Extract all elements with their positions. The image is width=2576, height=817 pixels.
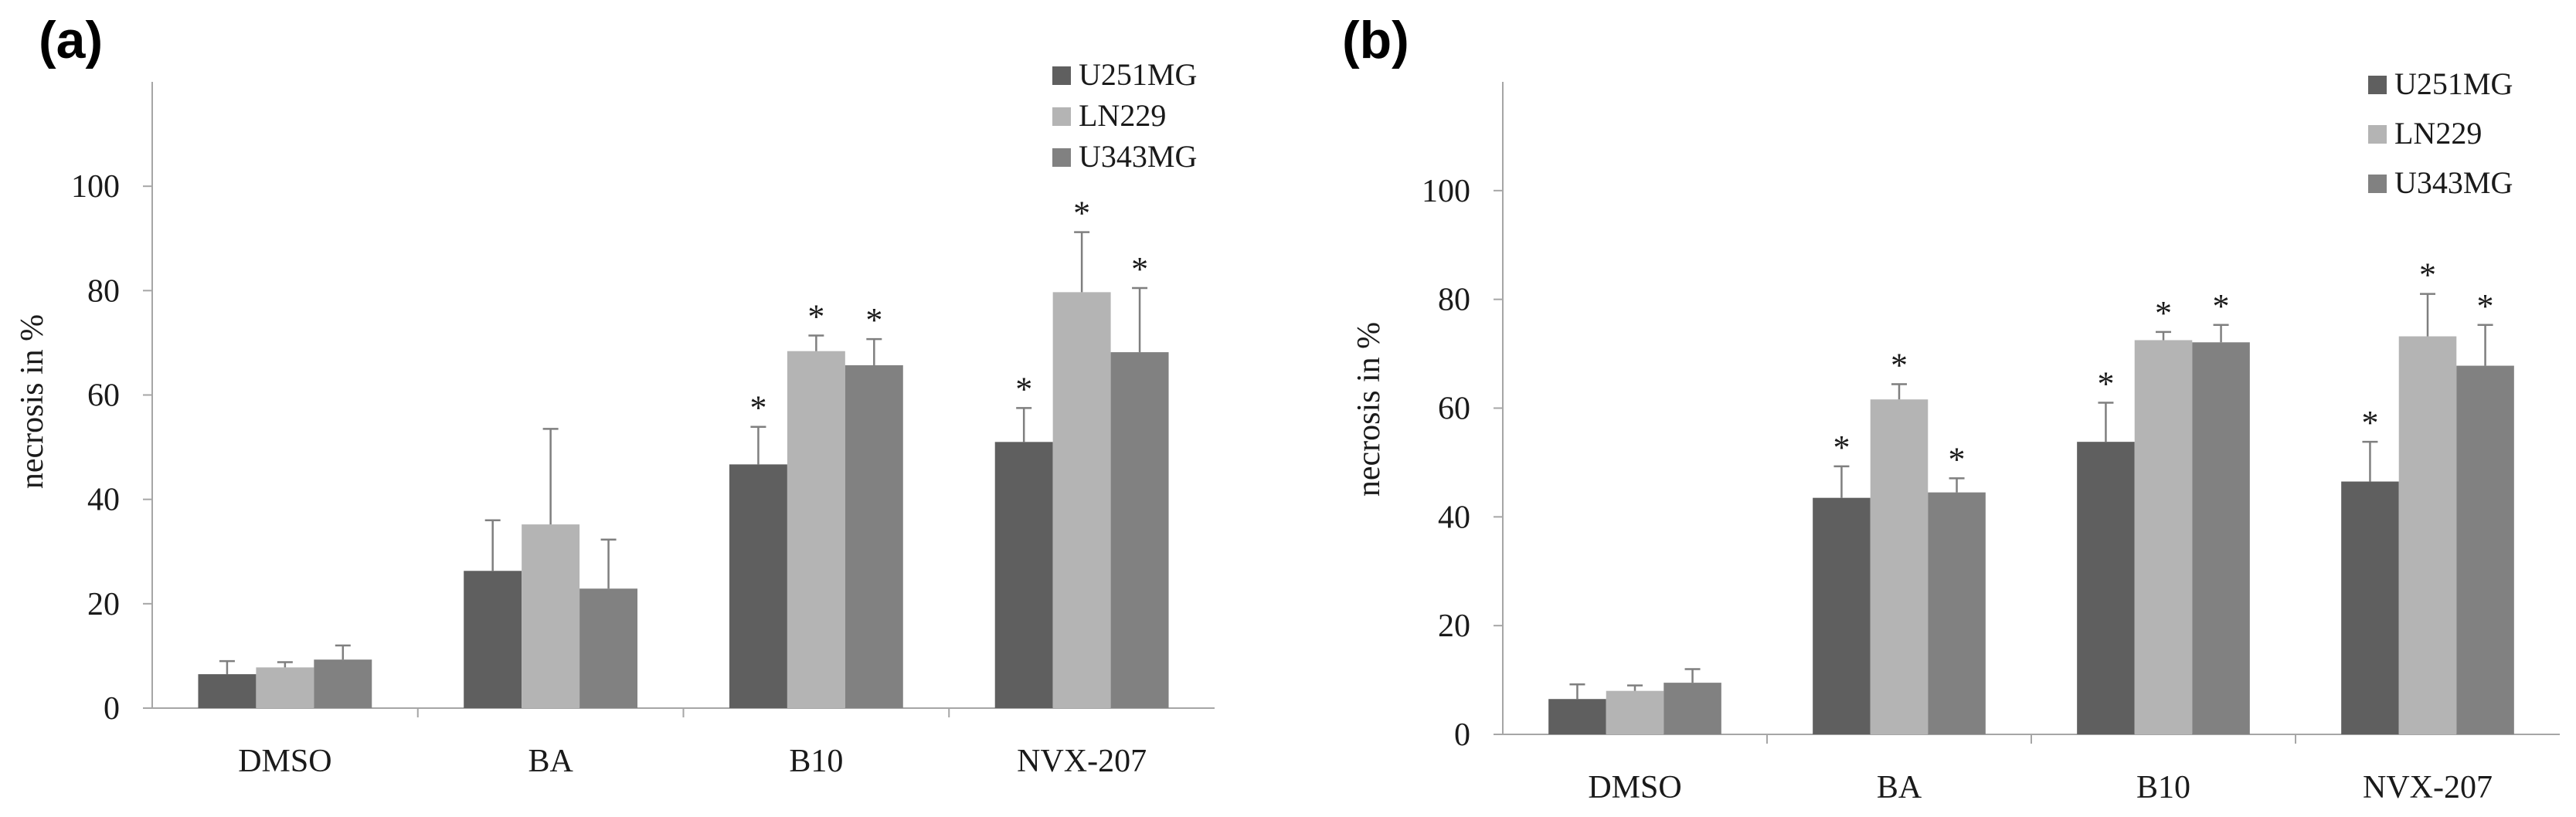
bar-U251MG-DMSO [198, 674, 257, 708]
y-tick-label: 20 [1438, 609, 1470, 644]
x-category-label: BA [528, 744, 573, 779]
y-tick-label: 80 [87, 273, 120, 309]
significance-marker: * [2477, 287, 2494, 325]
y-tick-label: 0 [1454, 717, 1470, 753]
bar-LN229-DMSO [256, 667, 314, 708]
legend-label-LN229: LN229 [2394, 116, 2482, 151]
y-tick-label: 60 [87, 378, 120, 414]
x-category-label: NVX-207 [2363, 770, 2493, 805]
significance-marker: * [2361, 404, 2378, 442]
significance-marker: * [1015, 370, 1032, 408]
significance-marker: * [1891, 347, 1908, 385]
legend-swatch-U251MG [2368, 76, 2387, 94]
legend-label-LN229: LN229 [1079, 98, 1166, 133]
x-category-label: NVX-207 [1017, 744, 1147, 779]
legend-label-U251MG: U251MG [2394, 66, 2513, 101]
panel-label: (b) [1342, 11, 1409, 69]
y-tick-label: 40 [1438, 500, 1470, 535]
bar-U343MG-DMSO [314, 659, 372, 708]
significance-marker: * [807, 297, 824, 335]
y-tick-label: 20 [87, 587, 120, 622]
chart-panel-b: (b) 0 20 40 60 80 100 necrosis in % DMSO BA * * * B10… [1342, 11, 2560, 805]
legend-swatch-LN229 [1052, 107, 1071, 126]
bar-U343MG-NVX-207 [2456, 365, 2514, 734]
bar-LN229-BA [1870, 399, 1929, 734]
significance-marker: * [2213, 287, 2230, 325]
bar-U251MG-DMSO [1548, 699, 1606, 734]
bar-U343MG-BA [1928, 492, 1986, 734]
y-tick-label: 80 [1438, 283, 1470, 318]
bar-LN229-B10 [787, 351, 845, 708]
x-category-label: B10 [2136, 770, 2190, 805]
significance-marker: * [749, 389, 766, 427]
significance-marker: * [2419, 256, 2436, 294]
legend-swatch-U251MG [1052, 66, 1071, 85]
bar-U343MG-B10 [845, 364, 903, 708]
significance-marker: * [1949, 440, 1966, 478]
legend-label-U343MG: U343MG [2394, 165, 2513, 200]
significance-marker: * [1131, 250, 1148, 288]
bar-LN229-BA [522, 524, 580, 708]
significance-marker: * [2097, 364, 2114, 402]
legend-label-U251MG: U251MG [1079, 57, 1197, 92]
bar-LN229-NVX-207 [2398, 336, 2457, 734]
x-category-label: BA [1877, 770, 1922, 805]
bar-U251MG-NVX-207 [994, 442, 1053, 708]
y-tick-label: 60 [1438, 392, 1470, 427]
bar-U251MG-BA [464, 571, 522, 708]
significance-marker: * [1833, 429, 1850, 466]
x-category-label: DMSO [238, 744, 331, 779]
y-tick-label: 100 [1422, 174, 1470, 209]
y-tick-label: 0 [104, 691, 120, 727]
bar-U343MG-NVX-207 [1110, 352, 1169, 708]
legend-label-U343MG: U343MG [1079, 139, 1197, 174]
x-category-label: B10 [789, 744, 843, 779]
bar-LN229-DMSO [1606, 690, 1664, 734]
y-axis-title: necrosis in % [15, 314, 50, 489]
bar-LN229-NVX-207 [1052, 292, 1111, 708]
y-axis-title: necrosis in % [1351, 322, 1387, 497]
bar-U343MG-B10 [2192, 342, 2250, 734]
bar-U251MG-B10 [2077, 442, 2135, 734]
bar-U251MG-BA [1813, 497, 1871, 734]
significance-marker: * [1073, 195, 1090, 232]
bar-U251MG-NVX-207 [2341, 481, 2399, 734]
bar-U343MG-DMSO [1664, 683, 1721, 734]
significance-marker: * [865, 301, 882, 339]
bar-U343MG-BA [579, 588, 638, 708]
bar-LN229-B10 [2134, 340, 2193, 734]
legend-swatch-U343MG [2368, 175, 2387, 193]
legend-swatch-U343MG [1052, 148, 1071, 167]
chart-panel-a: (a) 0 20 40 60 80 100 necrosis in % DMSO BA B10 * * *… [15, 11, 1215, 779]
bar-U251MG-B10 [729, 464, 787, 708]
significance-marker: * [2155, 294, 2172, 332]
y-tick-label: 100 [71, 169, 120, 205]
panel-label: (a) [39, 11, 103, 69]
y-tick-label: 40 [87, 483, 120, 518]
x-category-label: DMSO [1588, 770, 1681, 805]
legend-swatch-LN229 [2368, 125, 2387, 144]
